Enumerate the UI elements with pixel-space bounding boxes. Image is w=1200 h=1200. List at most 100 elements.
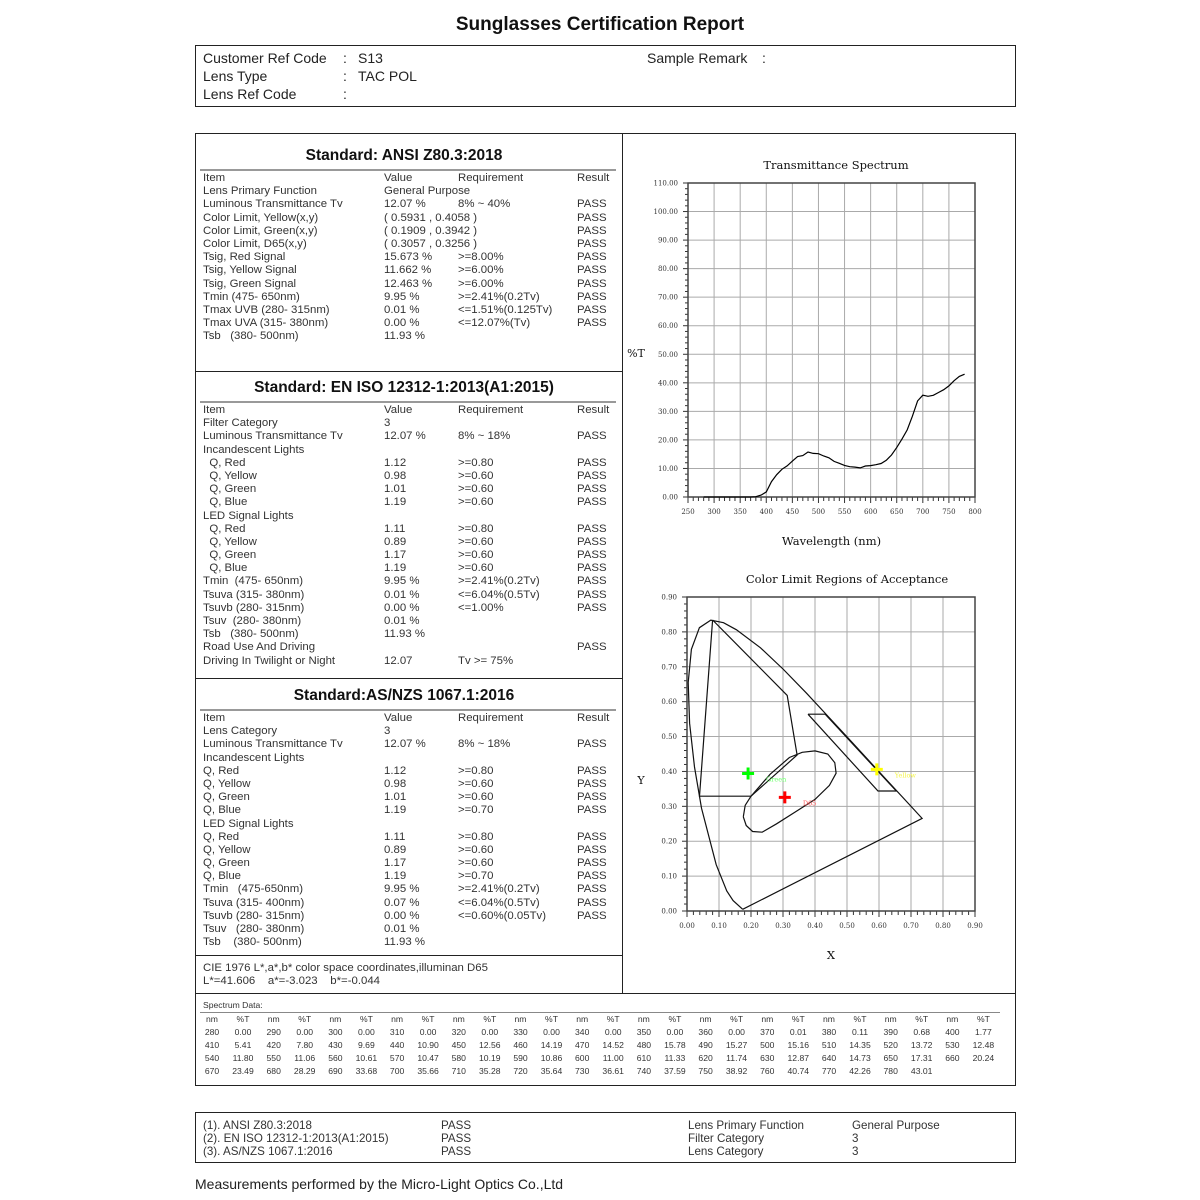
y-tick-label: 90.00 (658, 237, 678, 245)
y-tick-label: 50.00 (658, 351, 678, 359)
item-cell: Tsuvb (280- 315nm) (203, 601, 305, 614)
x-tick-label: 400 (760, 508, 773, 516)
transmittance-cell: 15.27 (725, 1040, 748, 1050)
value-cell: 1.19 (384, 804, 407, 817)
requirement-cell: Tv >= 75% (458, 654, 514, 667)
wavelength-cell: 610 (636, 1053, 652, 1063)
x-tick-label: 550 (838, 508, 851, 516)
value-cell: 0.89 (384, 535, 407, 548)
item-cell: Q, Red (203, 456, 246, 469)
item-cell: Color Limit, Yellow(x,y) (203, 211, 319, 224)
spectrum-column-header: nm (206, 1014, 218, 1024)
section-title: Standard: EN ISO 12312-1:2013(A1:2015) (254, 379, 554, 396)
table-row: Tsb (380- 500nm) 11.93 % (203, 628, 613, 641)
result-cell: PASS (577, 277, 607, 290)
wavelength-cell: 440 (389, 1040, 405, 1050)
requirement-cell: 8% ~ 18% (458, 430, 511, 443)
result-cell: PASS (577, 588, 607, 601)
requirement-cell: >=0.60 (458, 562, 494, 575)
item-cell: Q, Green (203, 549, 257, 562)
spectrum-column-header: %T (298, 1014, 312, 1024)
x-tick-label: 350 (733, 508, 746, 516)
section-title: Standard:AS/NZS 1067.1:2016 (293, 687, 515, 704)
item-cell: Tmin (475- 650nm) (203, 290, 300, 303)
x-tick-label: 0.30 (775, 922, 791, 930)
column-header: Item (203, 404, 226, 416)
chart-title: Color Limit Regions of Acceptance (746, 572, 949, 586)
wavelength-cell: 620 (698, 1053, 713, 1063)
section-rule (200, 401, 616, 403)
ansi-standard-section: Standard: ANSI Z80.3:2018 Item Value Requir… (200, 144, 616, 343)
y-tick-label: 40.00 (658, 379, 678, 387)
transmittance-cell: 10.90 (417, 1040, 439, 1050)
value-cell: 12.07 (384, 654, 413, 667)
wavelength-cell: 520 (883, 1040, 898, 1050)
table-row: Q, Red 1.12 >=0.80 PASS (203, 765, 613, 778)
table-header-row: Item Value Requirement Result (203, 712, 613, 725)
item-cell: Tmin (475-650nm) (203, 883, 304, 896)
table-row: Luminous Transmittance Tv 12.07 % 8% ~ 18%… (203, 430, 613, 443)
value-cell: 1.11 (384, 522, 406, 535)
requirement-cell: >=0.60 (458, 777, 494, 790)
value-cell: 1.01 (384, 791, 407, 804)
transmittance-cell: 1.77 (975, 1027, 992, 1037)
wavelength-cell: 480 (636, 1040, 652, 1050)
lens-type-value: TAC POL (358, 68, 417, 84)
requirement-cell: 8% ~ 40% (458, 198, 511, 211)
item-cell: Q, Red (203, 522, 246, 535)
result-cell: PASS (577, 870, 607, 883)
transmittance-cell: 36.61 (602, 1066, 624, 1076)
requirement-cell: >=0.60 (458, 843, 494, 856)
requirement-cell: <=12.07%(Tv) (458, 317, 531, 330)
item-cell: Q, Blue (203, 496, 248, 509)
requirement-cell: >=0.60 (458, 496, 494, 509)
colon: : (343, 68, 347, 84)
x-axis-label: X (827, 948, 836, 962)
transmittance-cell: 11.33 (664, 1053, 686, 1063)
requirement-cell: >=2.41%(0.2Tv) (458, 290, 540, 303)
transmittance-cell: 15.78 (664, 1040, 686, 1050)
value-cell: 12.07 % (384, 198, 426, 211)
item-cell: Q, Yellow (203, 535, 257, 548)
colon: : (762, 50, 766, 66)
cie-lab-values: L*=41.606 a*=-3.023 b*=-0.044 (203, 975, 381, 987)
table-row: Q, Yellow 0.98 >=0.60 PASS (203, 778, 613, 791)
item-cell: Q, Green (203, 791, 250, 804)
plot-frame (687, 182, 976, 498)
result-cell: PASS (577, 896, 607, 909)
transmittance-cell: 10.86 (540, 1053, 563, 1063)
item-cell: Tsuva (315- 380nm) (203, 588, 305, 601)
wavelength-cell: 740 (636, 1066, 652, 1076)
spectrum-column-header: nm (452, 1014, 465, 1024)
x-tick-label: 300 (707, 508, 720, 516)
result-cell: PASS (577, 843, 607, 856)
table-row: Filter Category 3 (203, 417, 613, 430)
column-header: Result (577, 172, 610, 184)
value-cell: 0.98 (384, 777, 407, 790)
value-cell: 1.19 (384, 496, 407, 509)
transmittance-cell: 0.01 (789, 1027, 807, 1037)
table-row: Color Limit, Green(x,y) ( 0.1909 , 0.3942… (203, 225, 613, 238)
transmittance-cell: 5.41 (234, 1040, 252, 1050)
table-row: LED Signal Lights (203, 818, 613, 831)
value-cell: 12.07 % (384, 738, 426, 751)
section-rule (200, 709, 616, 711)
spectrum-column-header: nm (946, 1014, 959, 1024)
item-cell: Tsb (380- 500nm) (203, 628, 299, 641)
requirement-cell: <=6.04%(0.5Tv) (458, 896, 540, 909)
column-header: Value (384, 712, 413, 724)
table-row: Lens Category 3 (203, 725, 613, 738)
y-tick-label: 60.00 (658, 322, 678, 330)
table-row: LED Signal Lights (203, 510, 613, 523)
transmittance-cell: 20.24 (972, 1053, 995, 1063)
wavelength-cell: 710 (451, 1066, 466, 1076)
table-row: Tmin (475- 650nm) 9.95 % >=2.41%(0.2Tv) PAS… (203, 291, 613, 304)
y-tick-label: 0.10 (661, 873, 677, 881)
spectrum-column-header: %T (545, 1014, 558, 1024)
result-cell: PASS (577, 641, 607, 654)
item-cell: Lens Category (203, 725, 278, 738)
column-divider (622, 133, 623, 993)
requirement-cell: >=0.60 (458, 483, 494, 496)
colon: : (343, 50, 347, 66)
column-header: Requirement (458, 712, 524, 724)
